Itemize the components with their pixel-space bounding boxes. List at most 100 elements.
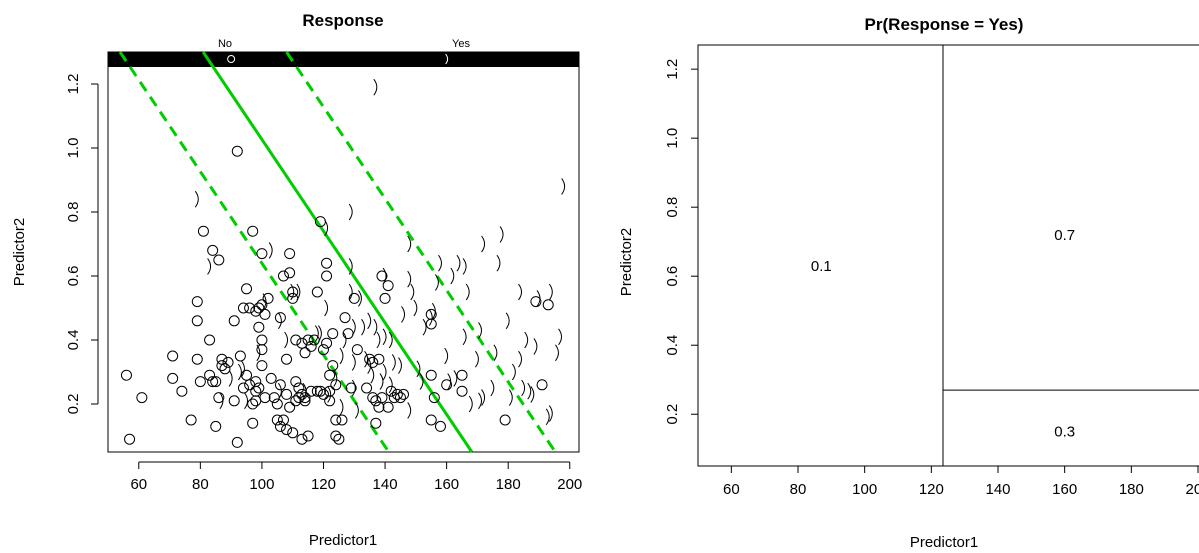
point-no: [302, 334, 314, 346]
point-yes: [511, 363, 516, 381]
point-yes: [342, 331, 347, 349]
point-no: [176, 385, 188, 397]
point-yes: [314, 325, 319, 342]
point-no: [244, 302, 256, 314]
point-no: [370, 417, 382, 429]
y-axis: 0.2 0.4 0.6 0.8 1.0 1.2: [65, 74, 99, 415]
point-no: [290, 376, 302, 388]
point-no: [247, 398, 259, 410]
point-no: [247, 225, 259, 237]
decision-lines: [118, 51, 557, 453]
point-yes: [536, 290, 541, 307]
point-yes: [419, 373, 424, 390]
point-no: [237, 302, 249, 314]
point-no: [271, 398, 283, 410]
point-no: [194, 376, 206, 388]
y-axis-label: Predictor2: [618, 228, 635, 296]
point-yes: [348, 258, 353, 275]
point-no: [124, 433, 136, 445]
point-yes: [268, 242, 273, 259]
point-yes: [431, 302, 436, 320]
x-tick-label: 100: [249, 476, 274, 493]
point-yes: [228, 370, 233, 387]
x-tick-label: 80: [790, 481, 807, 498]
point-no: [327, 360, 339, 372]
point-no: [351, 344, 363, 356]
point-no: [277, 414, 289, 426]
point-no: [367, 356, 379, 368]
point-yes: [348, 283, 353, 301]
point-yes: [241, 360, 245, 378]
point-no: [311, 286, 323, 298]
point-no: [241, 283, 253, 295]
point-yes: [407, 235, 412, 253]
response-scatter-panel: Response No Yes 60 80 100 120 140 160 180 200 0…: [11, 11, 582, 549]
point-no: [293, 382, 305, 394]
point-no: [207, 244, 219, 256]
point-no: [379, 292, 391, 304]
x-tick-label: 140: [985, 481, 1010, 498]
point-no: [441, 379, 453, 391]
point-no: [210, 420, 222, 432]
point-yes: [296, 283, 301, 301]
y-tick-label: 0.2: [65, 394, 82, 415]
point-yes: [364, 350, 369, 368]
point-yes: [462, 258, 467, 275]
point-no: [284, 401, 296, 413]
point-no: [241, 369, 253, 381]
point-no: [120, 369, 132, 381]
point-no: [299, 392, 311, 404]
point-yes: [370, 366, 375, 384]
point-yes: [351, 318, 356, 336]
point-yes: [277, 382, 282, 400]
point-yes: [407, 402, 412, 419]
region-probability-label: 0.1: [811, 258, 832, 275]
point-no: [136, 392, 148, 404]
point-no: [339, 312, 351, 324]
point-yes: [499, 226, 504, 243]
point-no: [302, 430, 314, 442]
point-no: [204, 334, 216, 346]
point-yes: [318, 325, 322, 342]
point-no: [425, 369, 437, 381]
strip-label-no: No: [218, 38, 232, 50]
point-yes: [327, 386, 332, 403]
point-no: [265, 372, 277, 384]
x-tick-label: 100: [852, 481, 877, 498]
point-yes: [438, 254, 442, 272]
point-no: [317, 344, 329, 356]
partition-splits: [942, 45, 1199, 466]
point-yes: [456, 254, 461, 272]
point-no: [274, 312, 286, 324]
point-no: [394, 392, 406, 404]
point-yes: [434, 274, 439, 291]
y-tick-label: 0.2: [664, 404, 681, 425]
point-no: [284, 248, 296, 260]
point-no: [281, 388, 293, 400]
point-yes: [379, 373, 384, 390]
point-no: [382, 280, 394, 292]
point-yes: [422, 318, 427, 336]
point-yes: [521, 379, 526, 397]
point-yes: [548, 283, 553, 301]
point-no: [428, 392, 440, 404]
point-no: [348, 292, 360, 304]
point-no: [207, 376, 219, 388]
point-yes: [398, 357, 402, 374]
point-yes: [373, 318, 378, 336]
point-no: [382, 401, 394, 413]
y-tick-label: 0.4: [664, 335, 681, 356]
point-no: [321, 257, 333, 269]
point-yes: [401, 306, 406, 323]
point-yes: [505, 312, 510, 330]
point-no: [330, 414, 342, 426]
point-yes: [524, 331, 529, 349]
point-yes: [518, 350, 523, 368]
point-yes: [496, 254, 501, 272]
point-no: [370, 395, 382, 407]
point-yes: [351, 354, 356, 371]
y-axis-label: Predictor2: [11, 218, 28, 286]
point-no: [216, 353, 228, 365]
point-no: [256, 360, 268, 372]
